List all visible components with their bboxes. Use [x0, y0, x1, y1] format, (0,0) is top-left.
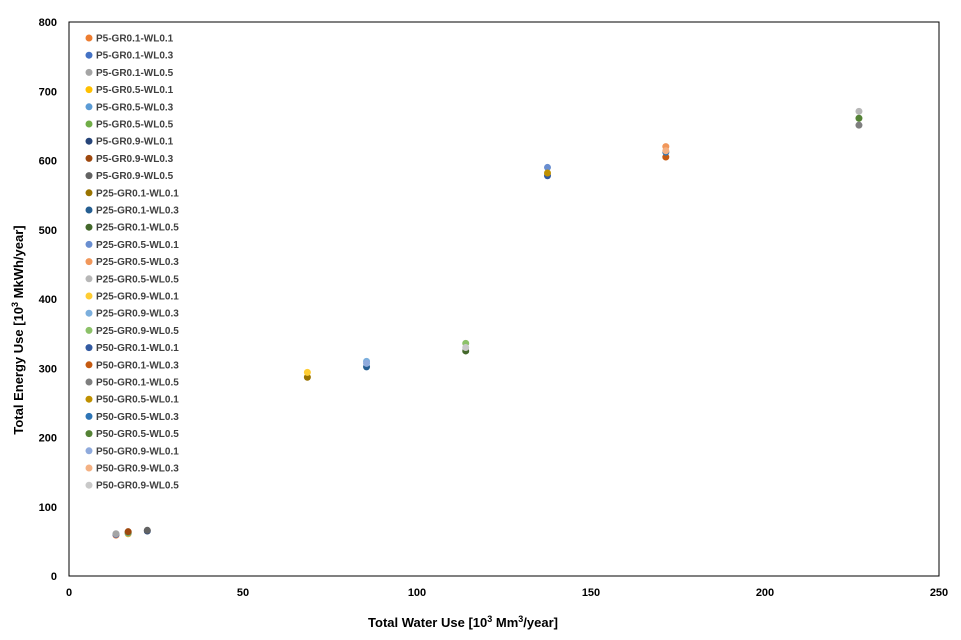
x-tick-label: 200 — [756, 587, 774, 599]
data-point — [855, 107, 863, 115]
legend-marker — [85, 86, 93, 94]
legend-label: P5-GR0.5-WL0.5 — [96, 120, 174, 131]
legend-label: P25-GR0.5-WL0.5 — [96, 274, 179, 285]
x-tick-label: 50 — [237, 587, 249, 599]
y-tick-label: 700 — [39, 86, 57, 98]
y-tick-label: 100 — [39, 502, 57, 514]
y-tick-label: 500 — [39, 225, 57, 237]
data-point — [303, 368, 311, 376]
legend-marker — [85, 120, 93, 128]
y-tick-label: 600 — [39, 156, 57, 168]
legend-label: P50-GR0.9-WL0.1 — [96, 446, 179, 457]
y-tick-label: 0 — [51, 571, 57, 583]
legend-label: P50-GR0.9-WL0.5 — [96, 481, 179, 492]
data-point — [462, 343, 470, 351]
legend-marker — [85, 275, 93, 283]
legend-marker — [85, 464, 93, 472]
legend-label: P50-GR0.1-WL0.5 — [96, 378, 179, 389]
legend-marker — [85, 344, 93, 352]
legend-label: P50-GR0.1-WL0.3 — [96, 360, 179, 371]
legend-marker — [85, 292, 93, 300]
y-tick-label: 800 — [39, 17, 57, 29]
legend-marker — [85, 137, 93, 145]
data-point — [544, 169, 551, 177]
legend-marker — [85, 68, 93, 76]
legend-marker — [85, 430, 93, 438]
legend-label: P5-GR0.5-WL0.1 — [96, 85, 174, 96]
y-axis-title: Total Energy Use [103 MkWh/year] — [10, 225, 26, 434]
data-point — [544, 163, 551, 171]
legend-label: P25-GR0.9-WL0.1 — [96, 292, 179, 303]
legend-label: P25-GR0.1-WL0.5 — [96, 223, 179, 234]
legend-marker — [85, 395, 93, 403]
data-point — [124, 528, 132, 536]
data-point — [662, 147, 670, 155]
legend: P5-GR0.1-WL0.1 P5-GR0.1-WL0.3 P5-GR0.1-WL0… — [85, 34, 179, 492]
legend-label: P50-GR0.5-WL0.5 — [96, 429, 179, 440]
legend-marker — [85, 326, 93, 334]
x-tick-label: 150 — [582, 587, 600, 599]
legend-label: P5-GR0.9-WL0.5 — [96, 171, 174, 182]
legend-label: P25-GR0.1-WL0.1 — [96, 188, 179, 199]
legend-label: P25-GR0.1-WL0.3 — [96, 206, 179, 217]
legend-label: P25-GR0.5-WL0.3 — [96, 257, 179, 268]
legend-marker — [85, 172, 93, 180]
legend-marker — [85, 223, 93, 231]
legend-label: P50-GR0.9-WL0.3 — [96, 464, 179, 475]
legend-marker — [85, 447, 93, 455]
legend-label: P5-GR0.1-WL0.3 — [96, 51, 174, 62]
y-tick-label: 400 — [39, 294, 57, 306]
legend-label: P50-GR0.1-WL0.1 — [96, 343, 179, 354]
legend-marker — [85, 361, 93, 369]
legend-label: P25-GR0.9-WL0.5 — [96, 326, 179, 337]
x-tick-label: 0 — [66, 587, 72, 599]
x-axis-ticks: 0 50 100 150 200 250 — [66, 587, 948, 599]
legend-label: P25-GR0.9-WL0.3 — [96, 309, 179, 320]
x-axis-title: Total Water Use [103 Mm3/year] — [368, 614, 558, 630]
y-tick-label: 300 — [39, 363, 57, 375]
y-tick-label: 200 — [39, 433, 57, 445]
legend-marker — [85, 103, 93, 111]
plot-area — [68, 21, 940, 577]
x-tick-label: 100 — [408, 587, 426, 599]
legend-marker — [85, 34, 93, 42]
data-point — [855, 121, 863, 129]
y-axis-ticks: 0 100 200 300 400 500 600 700 800 — [39, 17, 57, 583]
legend-marker — [85, 51, 93, 59]
legend-marker — [85, 154, 93, 162]
legend-label: P5-GR0.9-WL0.3 — [96, 154, 174, 165]
legend-marker — [85, 258, 93, 266]
x-tick-label: 250 — [930, 587, 948, 599]
data-point — [112, 530, 120, 538]
legend-marker — [85, 206, 93, 214]
data-point — [662, 153, 670, 161]
data-point — [363, 359, 371, 367]
legend-marker — [85, 481, 93, 489]
legend-label: P50-GR0.5-WL0.1 — [96, 395, 179, 406]
data-point — [143, 526, 151, 534]
data-points — [112, 107, 863, 539]
legend-marker — [85, 189, 93, 197]
legend-marker — [85, 378, 93, 386]
data-point — [303, 373, 311, 381]
legend-label: P50-GR0.5-WL0.3 — [96, 412, 179, 423]
legend-label: P5-GR0.1-WL0.5 — [96, 68, 174, 79]
legend-marker — [85, 240, 93, 248]
legend-marker — [85, 309, 93, 317]
data-point — [855, 114, 863, 122]
legend-marker — [85, 412, 93, 420]
legend-label: P25-GR0.5-WL0.1 — [96, 240, 179, 251]
legend-label: P5-GR0.1-WL0.1 — [96, 34, 174, 45]
legend-label: P5-GR0.5-WL0.3 — [96, 102, 174, 113]
legend-label: P5-GR0.9-WL0.1 — [96, 137, 174, 148]
